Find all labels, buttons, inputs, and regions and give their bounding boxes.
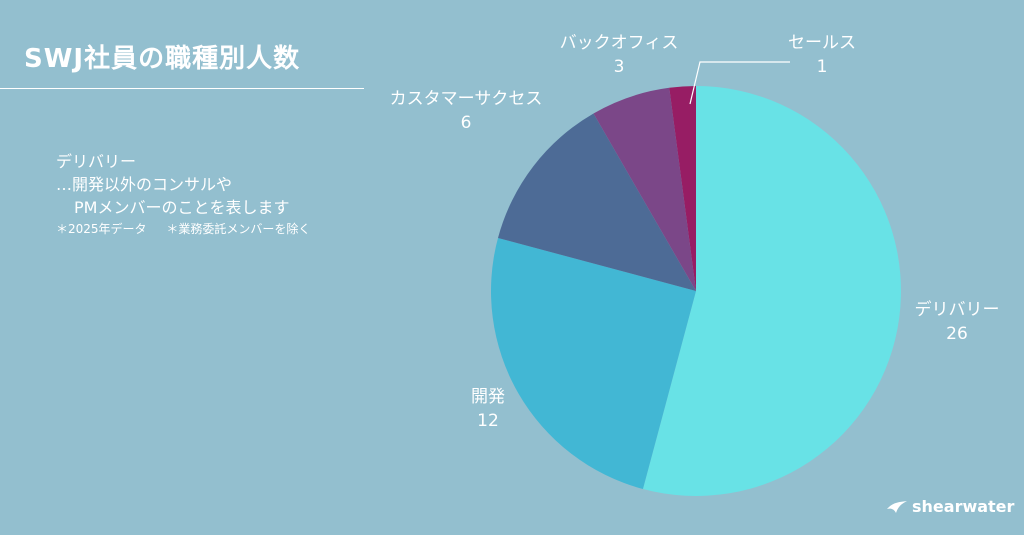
note-line-2: …開発以外のコンサルや: [56, 175, 233, 194]
leader-line-sales: [689, 61, 790, 105]
pie-slice-3: [593, 87, 696, 291]
footnote-contractors: ＊業務委託メンバーを除く: [166, 222, 311, 236]
shearwater-logo: shearwater: [886, 497, 1014, 516]
logo-text: shearwater: [912, 497, 1015, 516]
slice-value-3: 3: [614, 57, 625, 77]
slice-label-1: 開発: [471, 387, 505, 407]
note-footnotes: ＊2025年データ ＊業務委託メンバーを除く: [56, 219, 326, 239]
slice-label-0: デリバリー: [915, 299, 1000, 320]
chart-note: デリバリー …開発以外のコンサルや PMメンバーのことを表します ＊2025年デ…: [56, 150, 326, 239]
title-underline: [0, 88, 364, 89]
pie-slice-1: [491, 237, 696, 490]
pie-slice-4: [669, 86, 696, 291]
slice-label-2: カスタマーサクセス: [390, 89, 543, 109]
slice-value-1: 12: [477, 411, 499, 431]
slice-label-3: バックオフィス: [560, 33, 679, 53]
pie-slice-0: [642, 86, 901, 496]
slice-label-4: セールス: [788, 33, 856, 53]
title-background: [0, 38, 336, 80]
slice-value-0: 26: [946, 324, 968, 344]
slice-value-2: 6: [461, 113, 472, 133]
bird-icon: [887, 500, 907, 513]
footnote-year: ＊2025年データ: [56, 222, 147, 236]
page-title: SWJ社員の職種別人数: [24, 44, 301, 74]
slice-value-4: 1: [817, 57, 828, 77]
note-line-3: PMメンバーのことを表します: [74, 198, 290, 217]
pie-slice-2: [497, 113, 696, 292]
note-line-1: デリバリー: [56, 152, 137, 171]
